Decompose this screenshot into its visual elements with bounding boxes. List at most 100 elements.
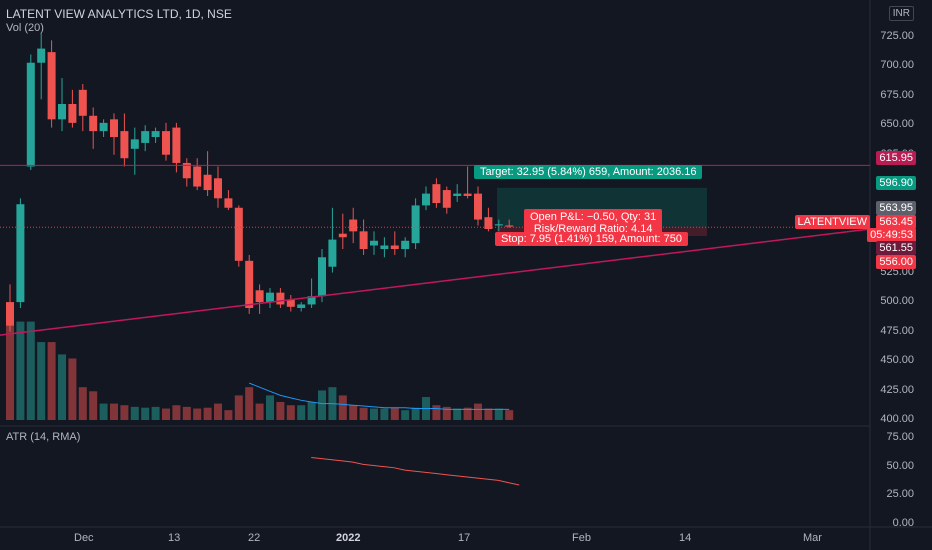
volume-bar (474, 403, 482, 420)
volume-bar (130, 406, 139, 420)
candle-body (484, 217, 493, 229)
candle (307, 278, 316, 308)
volume-bar (99, 403, 108, 420)
candle (359, 219, 368, 255)
volume-bar (463, 407, 472, 420)
candles (6, 33, 514, 332)
time-axis-label: Feb (572, 532, 591, 544)
candle (422, 186, 430, 211)
time-axis-label: 17 (458, 532, 471, 544)
atr-axis-label: 50.00 (886, 459, 914, 472)
candle-body (494, 224, 503, 226)
candle-body (422, 193, 430, 206)
volume-bar (255, 403, 264, 420)
candle-body (432, 184, 441, 204)
symbol-title[interactable]: LATENT VIEW ANALYTICS LTD, 1D, NSE (6, 7, 232, 21)
candle (89, 107, 98, 149)
candle (349, 207, 358, 244)
candle-body (151, 131, 160, 138)
price-axis-label: 400.00 (880, 413, 914, 425)
stop-price-tag-a: 561.55 (876, 241, 916, 255)
currency-badge[interactable]: INR (888, 6, 914, 21)
time-axis-label: Mar (803, 532, 822, 544)
volume-bar (349, 405, 358, 420)
volume-ma-line (249, 382, 510, 410)
candle-body (26, 62, 35, 167)
candle (130, 127, 139, 175)
volume-bar (442, 406, 451, 420)
candle-body (286, 299, 295, 307)
candle-body (58, 104, 66, 120)
candle (328, 207, 337, 273)
candle (214, 166, 222, 208)
volume-bar (89, 391, 98, 420)
atr-label[interactable]: ATR (14, RMA) (6, 431, 81, 443)
candle-body (6, 302, 14, 326)
volume-bar (411, 407, 420, 420)
price-axis-label: 650.00 (880, 118, 914, 131)
candle (474, 186, 482, 226)
volume-bar (162, 408, 170, 420)
candle-body (463, 193, 472, 196)
stop-label[interactable]: Stop: 7.95 (1.41%) 159, Amount: 750 (495, 232, 689, 246)
candle-body (16, 204, 25, 303)
price-axis-label: 425.00 (880, 383, 914, 396)
candle (432, 178, 441, 208)
volume-bar (68, 358, 77, 420)
target-label[interactable]: Target: 32.95 (5.84%) 659, Amount: 2036.… (474, 165, 703, 179)
candle (6, 284, 14, 332)
candle-body (318, 257, 326, 297)
volume-bar (484, 408, 493, 420)
time-axis-label: 14 (679, 532, 692, 544)
volume-bar (214, 403, 222, 420)
volume-bar (359, 407, 368, 420)
atr-line (311, 456, 520, 486)
volume-bar (141, 407, 150, 420)
candle-body (474, 193, 482, 220)
candle-body (110, 119, 118, 138)
volume-bar (120, 405, 129, 420)
candle-body (297, 304, 306, 308)
volume-bar (151, 406, 160, 420)
candle-body (359, 231, 368, 250)
target-price-tag: 596.90 (876, 176, 916, 190)
volume-bar (47, 342, 56, 420)
volume-bar (6, 313, 14, 420)
candle-body (214, 178, 222, 199)
candle-body (193, 166, 202, 187)
volume-bar (505, 410, 514, 420)
candle-body (234, 207, 243, 261)
candle-body (120, 131, 129, 159)
volume-bar (401, 410, 410, 420)
candle-body (68, 104, 77, 123)
candle (494, 219, 503, 232)
candle-body (390, 245, 399, 250)
candle-body (453, 193, 462, 196)
volume-label[interactable]: Vol (20) (6, 22, 44, 34)
atr-axis-label: 75.00 (886, 431, 914, 443)
volume-bar (432, 405, 441, 420)
volume-bar (380, 408, 389, 420)
countdown-tag: 05:49:53 (867, 228, 916, 242)
candle (78, 83, 87, 132)
time-axis-label: 13 (168, 532, 181, 544)
candle (297, 302, 306, 312)
candle-body (338, 233, 347, 238)
candle (453, 184, 462, 202)
candle (110, 113, 118, 155)
time-axis-label: 2022 (336, 532, 361, 544)
candle (255, 284, 264, 314)
candle (463, 166, 472, 199)
candle-body (37, 48, 46, 63)
volume-bar (318, 390, 326, 420)
candle-body (89, 115, 98, 132)
volume-bar (494, 408, 503, 420)
candle (390, 231, 399, 255)
candle (172, 122, 181, 173)
candle (401, 237, 410, 258)
entry-price-tag: 563.95 (876, 201, 916, 215)
candle (120, 113, 129, 167)
